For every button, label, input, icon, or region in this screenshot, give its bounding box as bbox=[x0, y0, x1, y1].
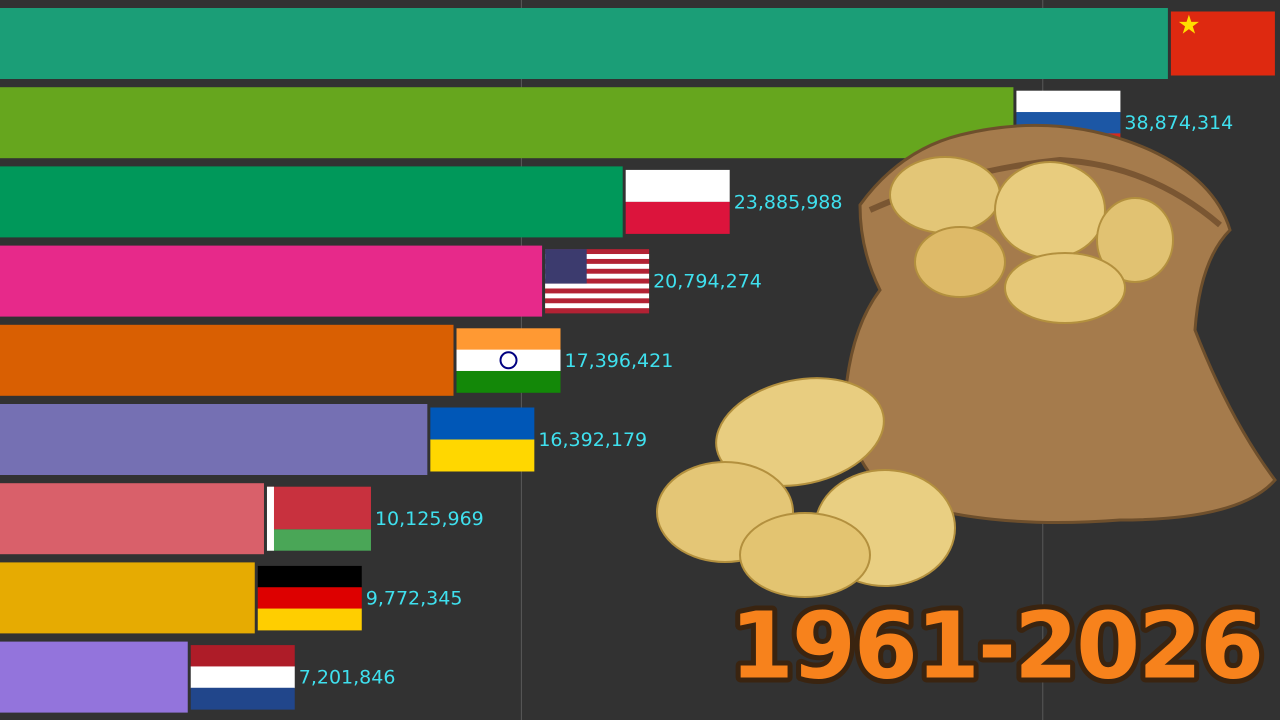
value-label: 38,874,314 bbox=[1124, 112, 1233, 134]
value-label: 10,125,969 bbox=[375, 508, 484, 530]
chart-title: 1961-2026 bbox=[730, 592, 1262, 699]
flag-part bbox=[266, 486, 274, 551]
flag-part: ★ bbox=[1177, 11, 1200, 41]
flag-part bbox=[190, 687, 295, 710]
flag-part bbox=[266, 529, 371, 551]
value-label: 9,772,345 bbox=[366, 587, 463, 609]
bar bbox=[0, 245, 543, 317]
flag-part bbox=[257, 565, 362, 588]
flag-part bbox=[456, 370, 561, 393]
flag-part bbox=[190, 666, 295, 689]
flag: ★ bbox=[1170, 11, 1275, 76]
flag-part bbox=[545, 288, 650, 294]
flag bbox=[266, 486, 371, 551]
value-label: 20,794,274 bbox=[653, 271, 762, 293]
flag-part bbox=[545, 308, 650, 314]
value-label: 23,885,988 bbox=[734, 191, 843, 213]
bar bbox=[0, 641, 188, 713]
flag-part bbox=[430, 439, 535, 472]
flag-part bbox=[545, 258, 650, 265]
flag bbox=[430, 407, 535, 472]
flag-part bbox=[1170, 11, 1275, 76]
bar bbox=[0, 324, 454, 396]
flag-part bbox=[430, 407, 535, 440]
flag-part bbox=[545, 293, 650, 299]
flag-part bbox=[257, 587, 362, 610]
flag bbox=[456, 328, 561, 393]
bar bbox=[0, 483, 264, 555]
bar bbox=[0, 8, 1168, 79]
bars: ★ 38,874,314 23,885,988 20,794,274 17,396,42… bbox=[0, 8, 1275, 713]
flag-part bbox=[545, 278, 650, 284]
flag-part bbox=[1016, 90, 1121, 113]
potato-sack-illustration bbox=[656, 123, 1277, 598]
flag-part bbox=[545, 268, 650, 275]
bar bbox=[0, 166, 623, 238]
flag-part bbox=[190, 645, 295, 667]
flag-part bbox=[499, 351, 518, 370]
flag bbox=[625, 169, 730, 234]
flag bbox=[545, 249, 650, 314]
flag-part bbox=[625, 201, 730, 234]
value-label: 17,396,421 bbox=[565, 350, 674, 372]
flag-part bbox=[545, 273, 650, 279]
flag-part bbox=[545, 283, 650, 289]
flag-part bbox=[456, 349, 561, 372]
bar bbox=[0, 404, 428, 475]
flag-part bbox=[545, 263, 650, 270]
flag-part bbox=[257, 608, 362, 631]
bar bbox=[0, 562, 255, 634]
flag-part bbox=[545, 303, 650, 309]
flag-part bbox=[545, 254, 650, 260]
flag bbox=[190, 645, 295, 710]
flag-part bbox=[545, 298, 650, 304]
flag-part bbox=[625, 169, 730, 202]
value-label: 16,392,179 bbox=[538, 429, 647, 451]
flag-part bbox=[456, 328, 561, 351]
flag-part bbox=[545, 249, 587, 284]
value-label: 7,201,846 bbox=[299, 667, 396, 689]
bar bbox=[0, 87, 1014, 159]
flag-part bbox=[545, 249, 650, 255]
flag-part bbox=[266, 486, 371, 530]
flag bbox=[257, 565, 362, 631]
